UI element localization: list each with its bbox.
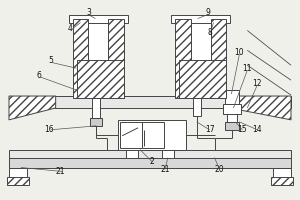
Text: 11: 11 <box>243 64 252 73</box>
Bar <box>193 98 201 116</box>
Bar <box>7 177 29 185</box>
Bar <box>224 104 242 114</box>
Bar <box>9 150 291 158</box>
Text: 4: 4 <box>68 24 73 33</box>
Bar <box>171 15 230 23</box>
Bar <box>142 122 164 148</box>
Bar <box>175 19 191 98</box>
Bar <box>227 114 237 122</box>
Bar <box>226 90 239 104</box>
Bar <box>226 122 239 130</box>
Bar <box>179 60 226 98</box>
Bar <box>118 120 186 150</box>
Bar <box>9 96 291 108</box>
Text: 3: 3 <box>86 8 91 17</box>
Text: 6: 6 <box>36 71 41 80</box>
Text: 21: 21 <box>56 167 65 176</box>
Text: 15: 15 <box>238 125 247 134</box>
Bar <box>126 150 138 158</box>
Text: 20: 20 <box>215 165 224 174</box>
Text: 5: 5 <box>48 56 53 65</box>
Bar <box>88 19 108 98</box>
Text: 14: 14 <box>252 125 262 134</box>
Bar <box>108 19 124 98</box>
Text: 12: 12 <box>253 79 262 88</box>
Bar <box>73 19 88 98</box>
Text: 9: 9 <box>205 8 210 17</box>
Bar <box>211 19 226 98</box>
Polygon shape <box>9 96 56 120</box>
Bar <box>69 15 128 23</box>
Bar <box>162 150 174 158</box>
Text: 16: 16 <box>44 125 53 134</box>
Text: 10: 10 <box>235 48 244 57</box>
Bar <box>76 60 124 98</box>
Text: 8: 8 <box>207 28 212 37</box>
Bar <box>9 168 27 179</box>
Bar <box>9 158 291 168</box>
Text: 17: 17 <box>205 125 214 134</box>
Bar <box>271 177 293 185</box>
Text: 21: 21 <box>160 165 170 174</box>
Text: 2: 2 <box>150 157 154 166</box>
Bar <box>92 98 100 118</box>
Bar <box>273 168 291 179</box>
Polygon shape <box>230 96 291 120</box>
Bar <box>90 118 102 126</box>
Bar <box>120 122 142 148</box>
Bar <box>191 19 211 98</box>
